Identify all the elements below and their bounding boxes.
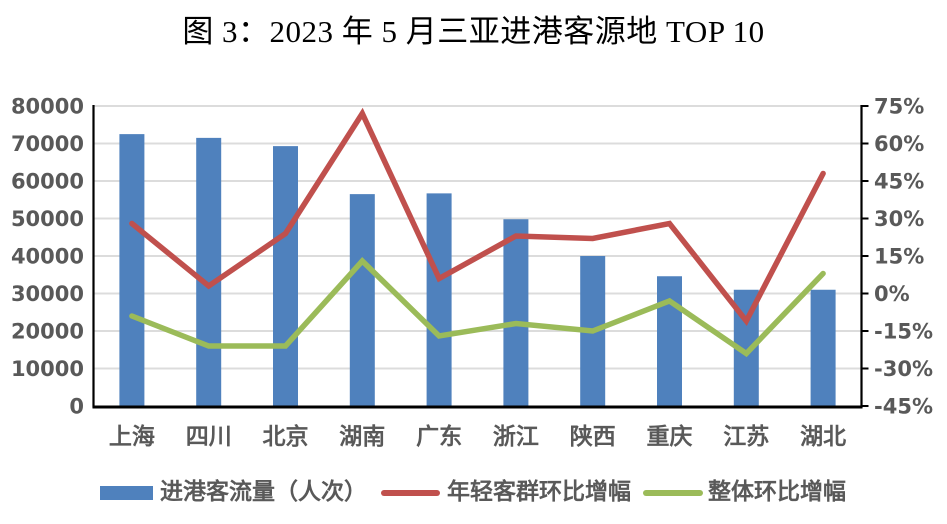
left-axis-label: 50000 — [11, 207, 84, 231]
right-axis-label: 75% — [874, 95, 924, 119]
bar-重庆 — [657, 276, 682, 406]
bar-上海 — [119, 134, 145, 406]
left-axis-label: 30000 — [11, 282, 84, 306]
x-axis-label-重庆: 重庆 — [647, 423, 693, 450]
bar-四川 — [196, 137, 222, 406]
x-axis-label-北京: 北京 — [263, 423, 309, 450]
overall-growth-line — [129, 257, 826, 358]
legend-label-young-growth: 年轻客群环比增幅 — [447, 479, 631, 505]
bar-浙江 — [503, 219, 529, 406]
right-axis-label: 30% — [874, 207, 924, 231]
legend-bar-swatch-icon — [100, 486, 153, 500]
right-axis-label: 0% — [874, 282, 910, 306]
x-axis-label-江苏: 江苏 — [723, 424, 769, 450]
x-axis-label-广东: 广东 — [416, 423, 462, 450]
bar-湖北 — [810, 289, 836, 406]
right-axis-label: 15% — [874, 245, 924, 269]
bar-广东 — [426, 193, 452, 406]
x-axis-label-浙江: 浙江 — [493, 424, 539, 450]
left-axis-label: 20000 — [11, 320, 84, 344]
right-axis-label: -30% — [874, 357, 933, 381]
legend-label-overall-growth: 整体环比增幅 — [708, 479, 846, 505]
left-axis-label: 70000 — [11, 132, 84, 156]
legend-label-passenger-volume: 进港客流量（人次） — [160, 479, 367, 505]
x-axis-label-湖南: 湖南 — [339, 424, 385, 450]
left-axis-label: 0 — [69, 395, 84, 419]
right-axis-label: 45% — [874, 170, 924, 194]
left-axis-label: 60000 — [11, 170, 84, 194]
right-axis-label: 60% — [874, 132, 924, 156]
chart-title: 图 3：2023 年 5 月三亚进港客源地 TOP 10 — [182, 14, 765, 49]
left-axis-label: 40000 — [11, 245, 84, 269]
right-axis-label: -45% — [874, 395, 933, 419]
legend-red-line-swatch-icon — [381, 490, 440, 496]
combo-chart-plot: 80000 70000 60000 50000 40000 30000 20000 10000… — [11, 95, 933, 451]
left-axis-label: 10000 — [11, 357, 84, 381]
bar-湖南 — [349, 194, 375, 406]
bar-北京 — [273, 146, 298, 406]
x-axis-label-陕西: 陕西 — [570, 423, 616, 450]
right-axis-label: -15% — [874, 320, 933, 344]
young-growth-line — [129, 107, 826, 327]
legend-green-line-swatch-icon — [643, 490, 703, 496]
x-axis-label-上海: 上海 — [109, 423, 155, 450]
left-axis-label: 80000 — [11, 95, 84, 119]
x-axis-label-四川: 四川 — [186, 424, 232, 450]
x-axis-label-湖北: 湖北 — [800, 424, 846, 450]
